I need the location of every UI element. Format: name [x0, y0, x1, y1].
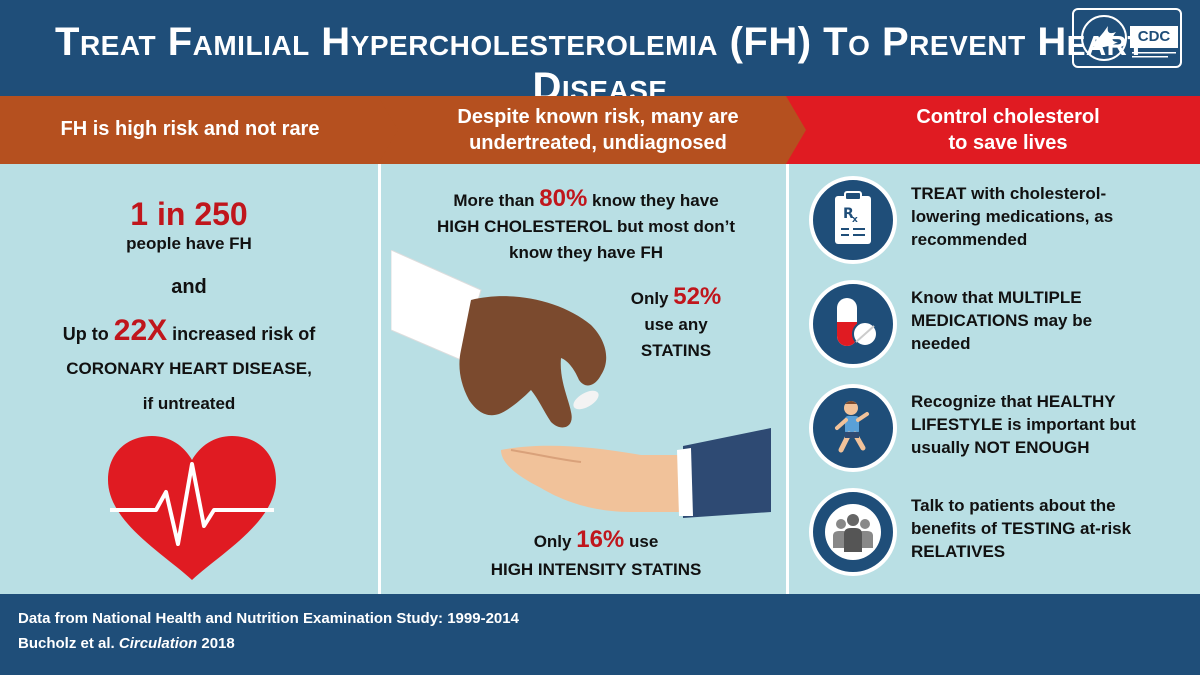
- item-line: RELATIVES: [911, 542, 1006, 561]
- chd-label: CORONARY HEART DISEASE,: [66, 359, 312, 378]
- untreated-label: if untreated: [142, 394, 236, 413]
- item-line: recommended: [911, 230, 1028, 249]
- item-line: TREAT with cholesterol-: [911, 184, 1107, 203]
- heart-icon: [108, 436, 276, 580]
- p1-pre: More than: [453, 191, 540, 210]
- item-line: usually NOT ENOUGH: [911, 438, 1090, 457]
- header-col2-line2: undertreated, undiagnosed: [469, 132, 727, 154]
- runner-icon: [809, 384, 897, 472]
- footer-source: Data from National Health and Nutrition …: [18, 610, 519, 627]
- hhs-seal-icon: [1081, 15, 1127, 61]
- risk-pre: Up to: [62, 324, 114, 344]
- column-divider: [786, 164, 789, 594]
- list-item: Know that MULTIPLE MEDICATIONS may be ne…: [809, 280, 1199, 380]
- pill-icon: [809, 280, 897, 368]
- citation-year: 2018: [197, 635, 235, 652]
- stat-prevalence: 1 in 250: [130, 196, 248, 232]
- svg-text:R: R: [843, 206, 854, 222]
- item-text: TREAT with cholesterol- lowering medicat…: [911, 182, 1191, 251]
- page-title: Treat Familial Hypercholesterolemia (FH)…: [55, 20, 1145, 109]
- p3-pre: Only: [533, 532, 577, 551]
- item-line: MEDICATIONS may be: [911, 311, 1093, 330]
- p3-post: use: [624, 532, 659, 551]
- hands-icon: [391, 250, 771, 518]
- prescription-icon: R x: [809, 176, 897, 264]
- item-line: Recognize that HEALTHY: [911, 392, 1116, 411]
- p3-line2: HIGH INTENSITY STATINS: [490, 560, 702, 579]
- stat-52-block: Only 52% use any STATINS: [611, 284, 741, 364]
- header-col3: Control cholesterol to save lives: [786, 96, 1200, 164]
- citation-authors: Bucholz et al.: [18, 635, 119, 652]
- item-line: Talk to patients about the: [911, 496, 1116, 515]
- column-fh-risk: 1 in 250 people have FH and Up to 22X in…: [0, 164, 378, 594]
- footer-citation: Bucholz et al. Circulation 2018: [18, 635, 235, 652]
- stat-16: 16%: [576, 526, 625, 553]
- header-col2-line1: Despite known risk, many are: [457, 106, 739, 128]
- and-text: and: [171, 276, 207, 298]
- column-divider: [378, 164, 381, 594]
- stat-80-block: More than 80% know they have HIGH CHOLES…: [401, 186, 771, 266]
- p1-post: know they have: [587, 191, 719, 210]
- item-text: Know that MULTIPLE MEDICATIONS may be ne…: [911, 286, 1191, 355]
- stat-16-block: Only 16% use HIGH INTENSITY STATINS: [441, 526, 751, 584]
- p2-line2: use any: [644, 315, 708, 334]
- svg-text:x: x: [852, 215, 858, 225]
- item-line: needed: [911, 334, 971, 353]
- stat-risk: 22X: [113, 314, 168, 347]
- footer: Data from National Health and Nutrition …: [0, 594, 1200, 675]
- p1-line2: HIGH CHOLESTEROL but most don’t: [436, 217, 736, 236]
- citation-journal: Circulation: [118, 635, 198, 652]
- item-text: Talk to patients about the benefits of T…: [911, 494, 1191, 563]
- prevalence-label: people have FH: [126, 234, 252, 253]
- header-col3-line2: to save lives: [948, 132, 1068, 154]
- header-col1: FH is high risk and not rare: [0, 96, 400, 164]
- item-line: LIFESTYLE is important but: [911, 415, 1136, 434]
- risk-post: increased risk of: [167, 324, 316, 344]
- p2-line3: STATINS: [640, 341, 712, 360]
- title-bar: Treat Familial Hypercholesterolemia (FH)…: [0, 0, 1200, 109]
- cdc-wordmark: CDC: [1130, 26, 1178, 48]
- cdc-tagline-icon: [1132, 52, 1176, 58]
- family-icon: [809, 488, 897, 576]
- p1-line3: know they have FH: [509, 243, 663, 262]
- risk-line: Up to 22X increased risk of: [0, 314, 378, 348]
- cdc-logo: [1072, 8, 1182, 68]
- list-item: Recognize that HEALTHY LIFESTYLE is impo…: [809, 384, 1199, 484]
- list-item: R x TREAT with cholesterol- lowering med…: [809, 176, 1199, 276]
- item-text: Recognize that HEALTHY LIFESTYLE is impo…: [911, 390, 1191, 459]
- column-control: R x TREAT with cholesterol- lowering med…: [789, 164, 1200, 594]
- stat-80: 80%: [539, 185, 588, 212]
- p2-pre: Only: [630, 289, 674, 308]
- column-undertreated: More than 80% know they have HIGH CHOLES…: [381, 164, 786, 594]
- header-col1-text: FH is high risk and not rare: [60, 118, 320, 140]
- list-item: Talk to patients about the benefits of T…: [809, 488, 1199, 588]
- item-line: lowering medications, as: [911, 207, 1114, 226]
- header-col2: Despite known risk, many are undertreate…: [378, 96, 808, 164]
- stat-52: 52%: [673, 283, 722, 310]
- item-line: Know that MULTIPLE: [911, 288, 1082, 307]
- item-line: benefits of TESTING at-risk: [911, 519, 1132, 538]
- header-col3-line1: Control cholesterol: [916, 106, 1100, 128]
